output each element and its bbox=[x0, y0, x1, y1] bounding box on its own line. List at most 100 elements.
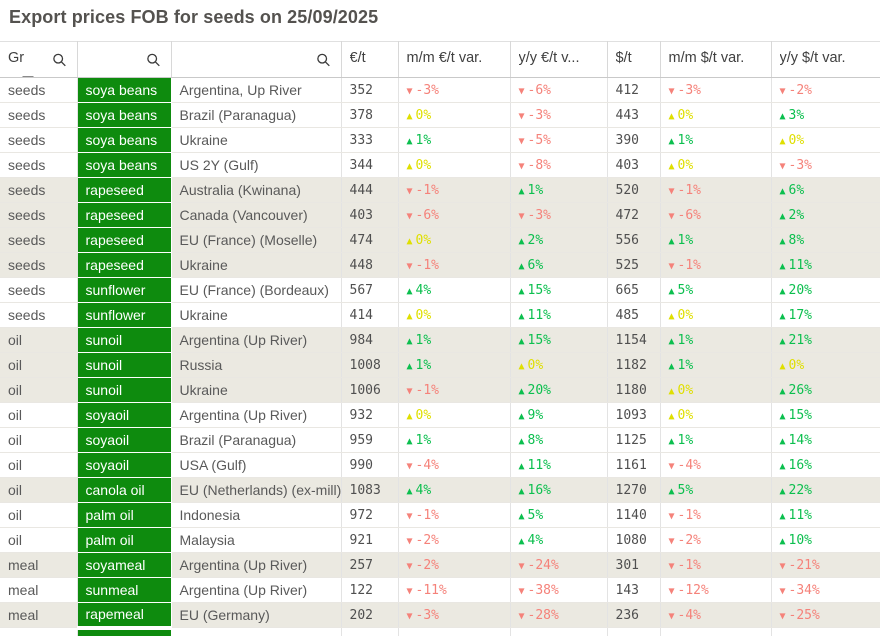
cell-origin[interactable]: Brazil (Paranagua) bbox=[171, 427, 342, 453]
cell-mm-usd-var[interactable]: ▲ 0% bbox=[660, 102, 772, 128]
cell-yy-eur-var[interactable]: ▼ -3% bbox=[510, 102, 608, 128]
cell-yy-eur-var[interactable]: ▼ -5% bbox=[510, 127, 608, 153]
cell-mm-eur-var[interactable]: ▼ -3% bbox=[398, 602, 511, 628]
cell-yy-eur-var[interactable]: ▲ 1% bbox=[510, 177, 608, 203]
cell-product[interactable]: soyaoil bbox=[77, 427, 172, 453]
cell-mm-usd-var[interactable]: ▼ -3% bbox=[660, 77, 772, 103]
cell-product[interactable]: soya beans bbox=[77, 102, 172, 128]
cell-group[interactable]: oil bbox=[0, 527, 78, 553]
cell-group[interactable]: seeds bbox=[0, 227, 78, 253]
cell-yy-eur-var[interactable]: ▲ 16% bbox=[510, 477, 608, 503]
cell-yy-usd-var[interactable]: ▲ 15% bbox=[771, 402, 880, 428]
cell-yy-usd-var[interactable]: ▲ 8% bbox=[771, 227, 880, 253]
cell-eur-price[interactable]: 972 bbox=[341, 502, 399, 528]
cell-yy-usd-var[interactable]: ▲ 2% bbox=[771, 202, 880, 228]
cell-mm-usd-var[interactable]: ▼ -1% bbox=[660, 502, 772, 528]
cell-product[interactable]: rapeseed bbox=[77, 252, 172, 278]
cell-eur-price[interactable]: 333 bbox=[341, 127, 399, 153]
cell-group[interactable]: oil bbox=[0, 377, 78, 403]
table-row[interactable]: oil soyaoil USA (Gulf) 990 ▼ -4% ▲ 11% 1161 ▼ -4% ▲… bbox=[0, 452, 880, 478]
cell-yy-eur-var[interactable]: ▲ 0% bbox=[510, 352, 608, 378]
cell-yy-usd-var[interactable]: ▼ -21% bbox=[771, 552, 880, 578]
cell-yy-usd-var[interactable]: ▼ -25% bbox=[771, 602, 880, 628]
cell-mm-eur-var[interactable]: ▼ -1% bbox=[398, 377, 511, 403]
cell-yy-eur-var[interactable]: ▲ 2% bbox=[510, 227, 608, 253]
cell-mm-usd-var[interactable]: ▲ 1% bbox=[660, 327, 772, 353]
table-row[interactable]: meal soyameal Argentina (Up River) 257 ▼ -2% ▼… bbox=[0, 552, 880, 578]
table-row[interactable]: seeds sunflower EU (France) (Bordeaux) 567 ▲… bbox=[0, 277, 880, 303]
cell-group[interactable]: oil bbox=[0, 427, 78, 453]
cell-group[interactable]: seeds bbox=[0, 252, 78, 278]
cell-yy-eur-var[interactable]: ▼ -28% bbox=[510, 602, 608, 628]
cell-yy-eur-var[interactable]: ▼ -6% bbox=[510, 77, 608, 103]
cell-yy-eur-var[interactable]: ▲ 11% bbox=[510, 302, 608, 328]
table-row[interactable]: seeds soya beans Ukraine 333 ▲ 1% ▼ -5% 390 ▲ 1% ▲ 0… bbox=[0, 127, 880, 153]
cell-yy-eur-var[interactable]: ▲ 6% bbox=[510, 252, 608, 278]
cell-eur-price[interactable]: 352 bbox=[341, 77, 399, 103]
header-usd-per-t[interactable]: $/t bbox=[607, 41, 661, 78]
cell-product[interactable]: sunflower bbox=[77, 302, 172, 328]
table-row[interactable]: seeds rapeseed Australia (Kwinana) 444 ▼ -1% ▲… bbox=[0, 177, 880, 203]
header-origin-column[interactable] bbox=[171, 41, 342, 78]
cell-eur-price[interactable]: 122 bbox=[341, 577, 399, 603]
cell-yy-usd-var[interactable]: ▲ 0% bbox=[771, 127, 880, 153]
cell-mm-eur-var[interactable]: ▲ 4% bbox=[398, 277, 511, 303]
cell-origin[interactable]: USA (Gulf) bbox=[171, 452, 342, 478]
cell-product[interactable]: palm oil bbox=[77, 527, 172, 553]
cell-yy-usd-var[interactable]: ▲ 21% bbox=[771, 327, 880, 353]
cell-origin[interactable]: EU (Netherlands) (ex-mill) bbox=[171, 477, 342, 503]
cell-mm-eur-var[interactable]: ▲ 0% bbox=[398, 152, 511, 178]
cell-product[interactable]: soya beans bbox=[77, 127, 172, 153]
header-yy-usd-var[interactable]: y/y $/t var. bbox=[771, 41, 880, 78]
cell-usd-price[interactable]: 1125 bbox=[607, 427, 661, 453]
table-row[interactable]: oil soyaoil Argentina (Up River) 932 ▲ 0% ▲ 9% 1… bbox=[0, 402, 880, 428]
cell-mm-eur-var[interactable]: ▼ -1% bbox=[398, 177, 511, 203]
cell-eur-price[interactable]: 921 bbox=[341, 527, 399, 553]
table-row[interactable]: seeds rapeseed Canada (Vancouver) 403 ▼ -6% ▼ -… bbox=[0, 202, 880, 228]
cell-mm-eur-var[interactable]: ▼ -4% bbox=[398, 452, 511, 478]
cell-eur-price[interactable]: 932 bbox=[341, 402, 399, 428]
cell-mm-eur-var[interactable]: ▼ -1% bbox=[398, 252, 511, 278]
cell-usd-price[interactable]: 403 bbox=[607, 152, 661, 178]
cell-usd-price[interactable]: 236 bbox=[607, 602, 661, 628]
cell-origin[interactable]: Argentina (Up River) bbox=[171, 402, 342, 428]
cell-yy-usd-var[interactable]: ▼ -34% bbox=[771, 577, 880, 603]
cell-yy-usd-var[interactable]: ▲ 17% bbox=[771, 302, 880, 328]
cell-group[interactable]: meal bbox=[0, 552, 78, 578]
table-row[interactable]: seeds rapeseed EU (France) (Moselle) 474 ▲ 0%… bbox=[0, 227, 880, 253]
cell-group[interactable]: seeds bbox=[0, 77, 78, 103]
cell-group[interactable]: oil bbox=[0, 477, 78, 503]
cell-product[interactable]: sunoil bbox=[77, 327, 172, 353]
cell-usd-price[interactable]: 485 bbox=[607, 302, 661, 328]
cell-product[interactable]: rapeseed bbox=[77, 227, 172, 253]
cell-group[interactable]: oil bbox=[0, 352, 78, 378]
cell-product[interactable]: rapemeal bbox=[77, 602, 172, 628]
cell-eur-price[interactable]: 414 bbox=[341, 302, 399, 328]
cell-product[interactable]: soyaoil bbox=[77, 402, 172, 428]
table-row[interactable]: oil soyaoil Brazil (Paranagua) 959 ▲ 1% ▲ 8% 112… bbox=[0, 427, 880, 453]
search-icon[interactable] bbox=[52, 52, 67, 67]
cell-mm-usd-var[interactable]: ▼ -1% bbox=[660, 177, 772, 203]
cell-yy-usd-var[interactable]: ▲ 26% bbox=[771, 377, 880, 403]
cell-yy-eur-var[interactable]: ▼ -3% bbox=[510, 202, 608, 228]
cell-yy-usd-var[interactable]: ▼ -3% bbox=[771, 152, 880, 178]
cell-mm-usd-var[interactable]: ▲ 1% bbox=[660, 427, 772, 453]
cell-mm-eur-var[interactable]: ▲ 1% bbox=[398, 327, 511, 353]
cell-origin[interactable]: Argentina (Up River) bbox=[171, 327, 342, 353]
cell-origin[interactable]: EU (France) (Bordeaux) bbox=[171, 277, 342, 303]
cell-yy-eur-var[interactable]: ▼ -24% bbox=[510, 552, 608, 578]
cell-eur-price[interactable]: 474 bbox=[341, 227, 399, 253]
cell-mm-usd-var[interactable]: ▲ 5% bbox=[660, 477, 772, 503]
cell-group[interactable]: oil bbox=[0, 452, 78, 478]
cell-yy-eur-var[interactable]: ▲ 4% bbox=[510, 527, 608, 553]
cell-origin[interactable]: Malaysia bbox=[171, 527, 342, 553]
header-eur-per-t[interactable]: €/t bbox=[341, 41, 399, 78]
cell-product[interactable]: sunflower bbox=[77, 277, 172, 303]
cell-mm-eur-var[interactable]: ▼ -2% bbox=[398, 552, 511, 578]
cell-eur-price[interactable]: 378 bbox=[341, 102, 399, 128]
cell-mm-eur-var[interactable]: ▼ -11% bbox=[398, 577, 511, 603]
cell-usd-price[interactable]: 1080 bbox=[607, 527, 661, 553]
cell-mm-usd-var[interactable]: ▲ 0% bbox=[660, 152, 772, 178]
cell-product[interactable]: rapeseed bbox=[77, 202, 172, 228]
table-row[interactable]: oil canola oil EU (Netherlands) (ex-mill) 1… bbox=[0, 477, 880, 503]
